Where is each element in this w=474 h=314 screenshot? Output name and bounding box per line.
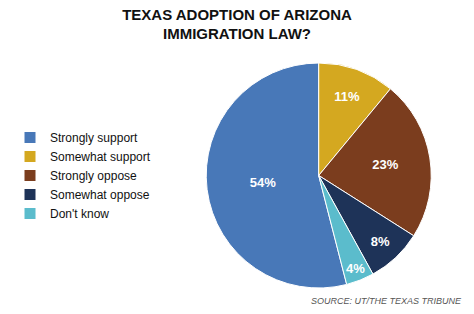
svg-text:Strongly support: Strongly support <box>50 131 138 145</box>
svg-text:Strongly oppose: Strongly oppose <box>50 169 137 183</box>
svg-text:23%: 23% <box>372 157 398 172</box>
svg-text:54%: 54% <box>250 175 276 190</box>
svg-text:SOURCE: UT/THE TEXAS TRIBUNE: SOURCE: UT/THE TEXAS TRIBUNE <box>311 296 462 306</box>
svg-text:Don't know: Don't know <box>50 207 109 221</box>
svg-text:11%: 11% <box>334 89 360 104</box>
svg-text:Somewhat support: Somewhat support <box>50 150 151 164</box>
svg-text:TEXAS ADOPTION OF ARIZONAIMMIG: TEXAS ADOPTION OF ARIZONAIMMIGRATION LAW… <box>122 6 352 43</box>
svg-text:4%: 4% <box>346 261 365 276</box>
svg-text:Somewhat oppose: Somewhat oppose <box>50 188 150 202</box>
svg-text:8%: 8% <box>371 234 390 249</box>
